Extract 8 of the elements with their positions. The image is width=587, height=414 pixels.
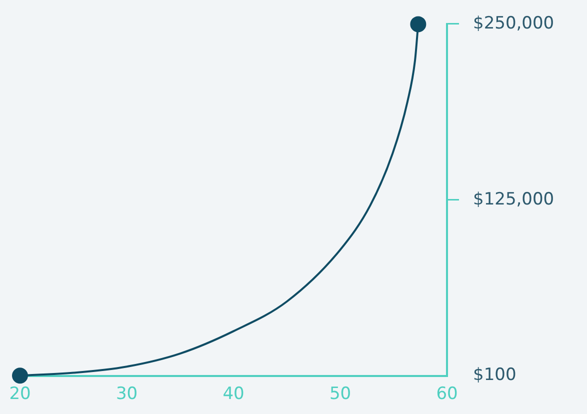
x-tick-label: 60	[436, 384, 458, 404]
x-tick-label: 30	[116, 384, 138, 404]
x-tick-label: 20	[9, 384, 31, 404]
x-tick-label: 40	[222, 384, 244, 404]
y-tick-label: $125,000	[473, 189, 554, 210]
x-tick-label: 50	[329, 384, 352, 404]
y-tick-label: $100	[473, 365, 516, 386]
y-tick-label: $250,000	[473, 14, 554, 34]
